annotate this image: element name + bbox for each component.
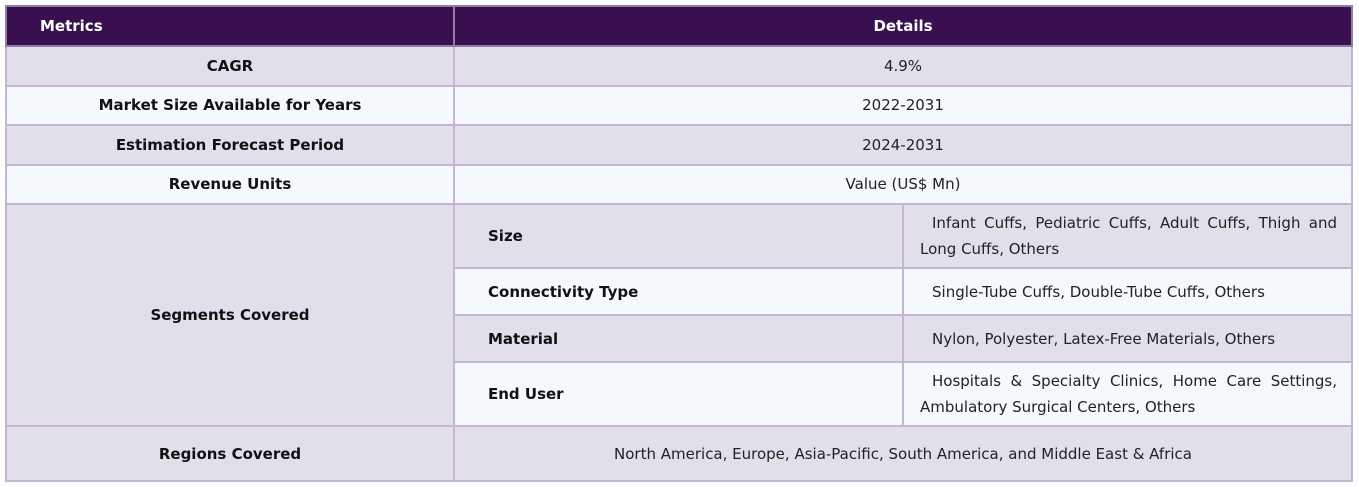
row-value-forecast-period: 2024-2031 <box>452 124 1354 166</box>
header-row: Metrics Details <box>5 5 1354 47</box>
segments-covered-label: Segments Covered <box>5 203 455 427</box>
row-label-revenue-units: Revenue Units <box>5 163 455 205</box>
regions-covered-label: Regions Covered <box>5 425 455 482</box>
segment-name-material: Material <box>453 314 904 363</box>
row-label-market-size-years: Market Size Available for Years <box>5 84 455 126</box>
row-value-cagr: 4.9% <box>452 45 1354 87</box>
segment-name-end-user: End User <box>453 361 904 427</box>
segment-value-connectivity-type-text: Single-Tube Cuffs, Double-Tube Cuffs, Ot… <box>932 282 1265 301</box>
row-value-revenue-units: Value (US$ Mn) <box>452 163 1354 205</box>
segment-value-size: Infant Cuffs, Pediatric Cuffs, Adult Cuf… <box>901 203 1354 269</box>
table-row: End User Hospitals & Specialty Clinics, … <box>6 361 1354 427</box>
segment-value-end-user-text: Hospitals & Specialty Clinics, Home Care… <box>920 372 1338 416</box>
table-row: CAGR 4.9% <box>5 45 1354 87</box>
segment-value-end-user: Hospitals & Specialty Clinics, Home Care… <box>901 361 1354 427</box>
regions-covered-value: North America, Europe, Asia-Pacific, Sou… <box>452 425 1354 482</box>
segment-value-material-text: Nylon, Polyester, Latex-Free Materials, … <box>932 329 1276 348</box>
segment-value-material: Nylon, Polyester, Latex-Free Materials, … <box>901 314 1354 363</box>
segment-name-size: Size <box>453 203 904 269</box>
metrics-column-header: Metrics <box>5 5 455 47</box>
segment-name-connectivity-type: Connectivity Type <box>453 267 904 316</box>
market-metrics-table: Metrics Details CAGR 4.9% Market Size Av… <box>5 5 1354 482</box>
row-label-cagr: CAGR <box>5 45 455 87</box>
table-row: Revenue Units Value (US$ Mn) <box>5 163 1354 205</box>
details-column-header: Details <box>452 5 1354 47</box>
segment-value-connectivity-type: Single-Tube Cuffs, Double-Tube Cuffs, Ot… <box>901 267 1354 316</box>
table-row: Regions Covered North America, Europe, A… <box>5 425 1354 482</box>
row-label-forecast-period: Estimation Forecast Period <box>5 124 455 166</box>
table-row: Connectivity Type Single-Tube Cuffs, Dou… <box>6 267 1354 316</box>
table-row: Market Size Available for Years 2022-203… <box>5 84 1354 126</box>
table-row: Material Nylon, Polyester, Latex-Free Ma… <box>6 314 1354 363</box>
table-row: Estimation Forecast Period 2024-2031 <box>5 124 1354 166</box>
row-value-market-size-years: 2022-2031 <box>452 84 1354 126</box>
segment-value-size-text: Infant Cuffs, Pediatric Cuffs, Adult Cuf… <box>920 214 1338 258</box>
table-row: Segments Covered Size Infant Cuffs, Pedi… <box>5 203 1354 427</box>
